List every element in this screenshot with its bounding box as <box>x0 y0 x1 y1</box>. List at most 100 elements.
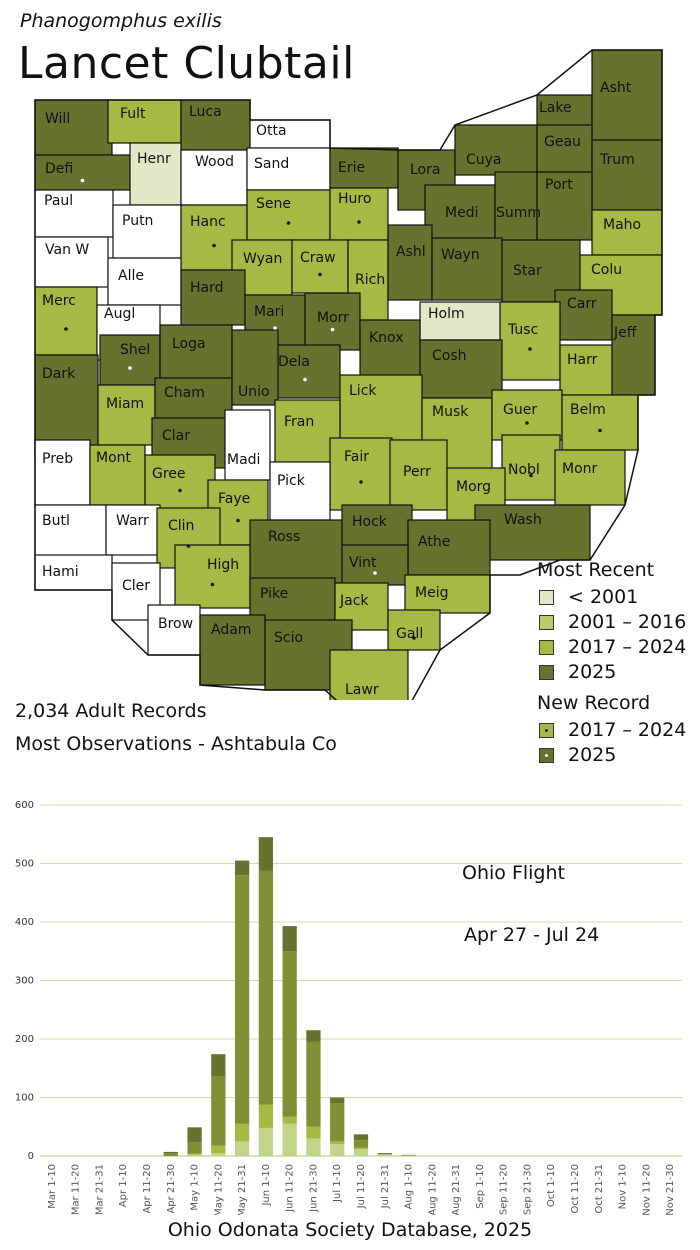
county-label: Star <box>513 263 542 279</box>
county-label: Hard <box>190 280 224 296</box>
county-alle <box>107 257 182 306</box>
county-sand <box>246 147 331 191</box>
bar-segment <box>211 1153 226 1156</box>
x-tick-label: Aug 21-31 <box>451 1164 462 1215</box>
county-label: Maho <box>603 217 641 233</box>
county-label: Van W <box>45 242 89 258</box>
new-record-marker <box>528 347 532 351</box>
bar-segment <box>187 1153 202 1155</box>
county-label: Morr <box>317 310 349 326</box>
bar-segment <box>330 1144 345 1156</box>
county-label: Mari <box>254 304 284 320</box>
county-label: Harr <box>567 352 598 368</box>
county-label: Preb <box>42 451 73 467</box>
bar-segment <box>282 951 297 1117</box>
county-huro <box>329 187 389 241</box>
flight-title: Ohio Flight <box>462 862 565 884</box>
bars <box>163 837 416 1156</box>
county-label: Gree <box>152 466 186 482</box>
county-label: Geau <box>544 134 581 150</box>
new-record-marker <box>412 636 416 640</box>
legend-label: 2017 – 2024 <box>568 719 687 741</box>
bar-segment <box>211 1145 226 1154</box>
county-label: Shel <box>120 342 150 358</box>
county-label: Cler <box>122 578 150 594</box>
county-henr <box>129 142 182 206</box>
county-label: Paul <box>44 193 73 209</box>
county-ross <box>249 519 343 584</box>
bar-segment <box>353 1148 369 1156</box>
legend-item-pre2001: < 2001 <box>539 586 638 608</box>
legend-label: 2001 – 2016 <box>568 611 687 633</box>
x-tick-label: Oct 11-20 <box>570 1164 581 1214</box>
county-label: Carr <box>567 296 597 312</box>
county-gree <box>144 454 216 511</box>
legend-new-record-2025: 2025 <box>539 744 616 766</box>
county-label: Belm <box>570 402 606 418</box>
county-label: Lake <box>539 100 572 116</box>
county-label: Cuya <box>466 152 502 168</box>
bar-segment <box>377 1154 392 1156</box>
county-dela <box>269 344 341 399</box>
county-label: Holm <box>428 306 465 322</box>
footer-source: Ohio Odonata Society Database, 2025 <box>167 1219 533 1241</box>
county-gall <box>387 609 441 651</box>
county-label: Hanc <box>190 214 226 230</box>
bar-segment <box>330 1141 345 1145</box>
county-label: High <box>207 557 239 573</box>
county-tusc <box>499 301 561 381</box>
legend-new-record-2017-2024: 2017 – 2024 <box>539 719 686 741</box>
county-geau <box>536 124 593 173</box>
county-labels-layer: Will Fult Luca Otta Lake Asht Defi Henr Wood Sand… <box>42 80 641 698</box>
county-label: Adam <box>211 622 251 638</box>
x-tick-label: May 11-20 <box>213 1164 224 1215</box>
bar-segment <box>353 1134 369 1141</box>
county-label: Will <box>45 111 70 127</box>
county-label: Asht <box>600 80 632 96</box>
chart-gridlines <box>40 804 682 1157</box>
y-tick-label: 100 <box>15 1093 34 1104</box>
county-label: Pike <box>260 586 288 602</box>
x-tick-label: Jul 21-31 <box>380 1164 391 1209</box>
x-tick-label: Nov 21-30 <box>665 1164 676 1215</box>
x-tick-label: Mar 21-31 <box>94 1164 105 1215</box>
legend-label: 2017 – 2024 <box>568 636 687 658</box>
county-label: Port <box>545 177 573 193</box>
x-tick-label: Apr 11-20 <box>142 1164 153 1214</box>
county-unio <box>231 329 279 406</box>
new-record-marker <box>529 473 533 478</box>
county-will <box>34 99 113 156</box>
county-label: Craw <box>300 250 336 266</box>
county-label: Wood <box>195 154 234 170</box>
new-record-marker <box>64 327 68 331</box>
bar-segment <box>211 1076 226 1146</box>
county-label: Hami <box>42 564 79 580</box>
bar-segment <box>377 1153 392 1155</box>
x-tick-label: Nov 1-10 <box>618 1164 629 1209</box>
county-carr <box>554 289 613 341</box>
county-craw <box>291 239 349 294</box>
county-label: Lick <box>349 383 377 399</box>
county-adam <box>199 614 266 686</box>
bar-segment <box>282 926 297 952</box>
county-lawr <box>329 649 409 700</box>
county-label: Dela <box>278 354 310 370</box>
county-label: Knox <box>369 330 403 346</box>
bar-segment <box>163 1153 178 1156</box>
county-miam <box>97 384 156 446</box>
county-label: Mont <box>96 450 132 466</box>
county-label: Henr <box>137 151 171 167</box>
new-record-marker <box>273 326 277 330</box>
bar-segment <box>258 1104 274 1128</box>
x-tick-label: Nov 11-20 <box>641 1164 652 1215</box>
bar-segment <box>258 1127 274 1156</box>
y-tick-label: 200 <box>15 1034 34 1045</box>
county-label: Unio <box>238 384 270 400</box>
flight-period-chart: 0 100 200 300 400 500 600 Mar 1-10 Mar 11-20 Mar … <box>15 800 682 1215</box>
new-record-marker <box>236 518 240 523</box>
county-label: Merc <box>42 293 76 309</box>
legend-swatch-new-2017-2024 <box>539 722 554 738</box>
county-label: Colu <box>591 262 622 278</box>
county-label: Erie <box>338 160 365 176</box>
county-label: Fult <box>120 106 146 122</box>
